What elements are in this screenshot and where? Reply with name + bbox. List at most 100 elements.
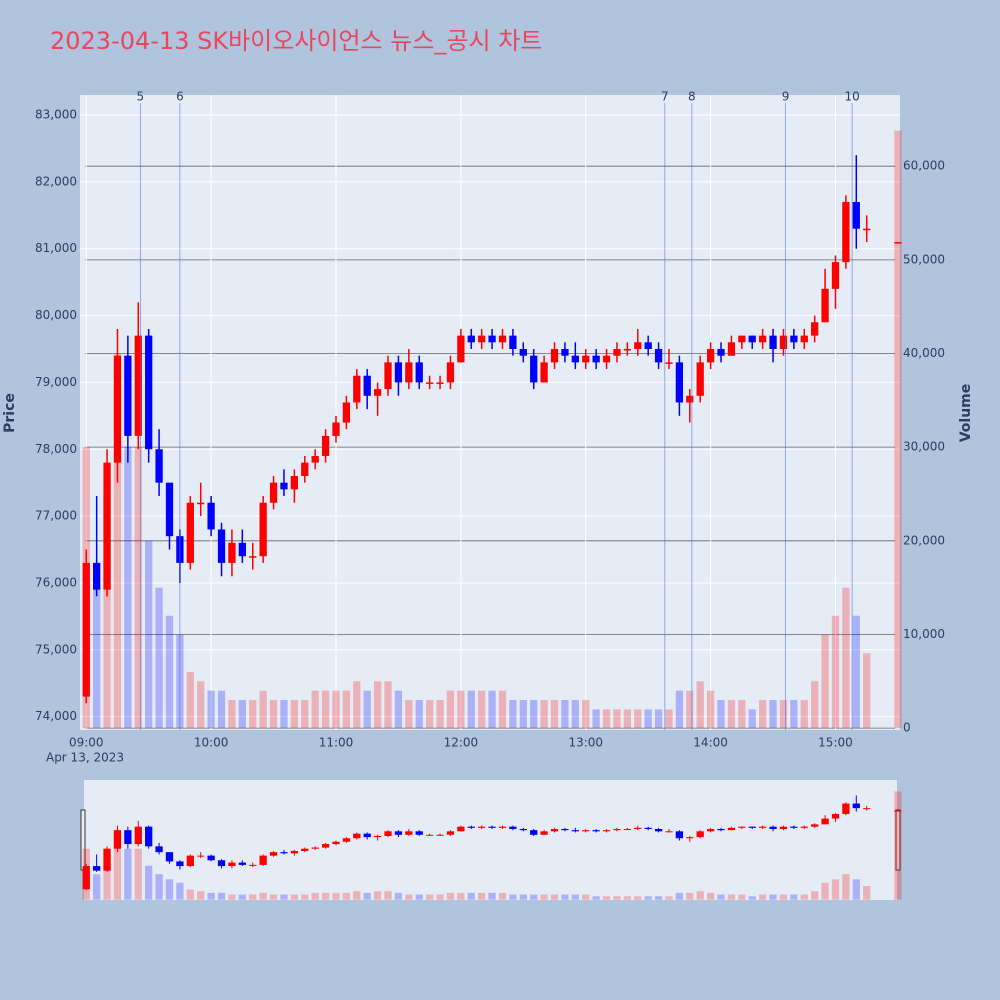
- volume-bar: [197, 681, 205, 729]
- y2-tick-label: 0: [903, 721, 911, 735]
- mini-candle-body: [280, 852, 288, 854]
- candle-body: [155, 449, 163, 483]
- candle-body: [550, 349, 559, 363]
- mini-volume-bar: [238, 894, 246, 900]
- range-handle-right[interactable]: [895, 809, 901, 871]
- volume-bar: [259, 690, 267, 729]
- volume-bar: [852, 615, 860, 729]
- candle-body: [332, 422, 340, 436]
- mini-candle-body: [436, 834, 444, 836]
- candle-body: [644, 342, 652, 349]
- volume-bar: [571, 700, 579, 729]
- mini-candle-body: [602, 830, 611, 832]
- candle-body: [894, 242, 902, 244]
- volume-bar: [217, 690, 226, 729]
- mini-candle-body: [706, 829, 715, 832]
- mini-volume-bar: [540, 894, 548, 900]
- mini-volume-bar: [197, 891, 205, 900]
- mini-candle-body: [758, 826, 767, 828]
- y-tick-label: 80,000: [35, 308, 77, 322]
- mini-candle-body: [852, 803, 860, 809]
- candle-body: [259, 502, 267, 557]
- volume-bar: [103, 493, 111, 729]
- mini-volume-bar: [249, 894, 257, 900]
- volume-bar: [124, 447, 132, 729]
- candle-body: [665, 362, 673, 364]
- volume-bar: [321, 690, 330, 729]
- mini-candle-body: [863, 808, 871, 810]
- mini-volume-bar: [519, 894, 527, 900]
- volume-bar: [446, 690, 455, 729]
- mini-candle-body: [426, 834, 434, 836]
- volume-bar: [540, 700, 548, 729]
- mini-candle-body: [779, 826, 788, 829]
- x-tick-label: 14:00: [693, 736, 728, 750]
- mini-candle-body: [373, 835, 382, 838]
- volume-bar: [228, 700, 236, 729]
- mini-volume-bar: [530, 894, 538, 900]
- y-tick-label: 76,000: [35, 575, 77, 589]
- candle-body: [727, 342, 736, 356]
- candle-body: [779, 335, 788, 349]
- volume-bar: [842, 587, 850, 729]
- mini-volume-bar: [353, 891, 361, 900]
- volume-bar: [498, 690, 507, 729]
- candle-body: [342, 402, 351, 423]
- mini-volume-bar: [831, 879, 840, 900]
- mini-candle-body: [228, 862, 236, 867]
- mini-candle-body: [311, 847, 319, 849]
- mini-volume-bar: [145, 865, 153, 900]
- y2-tick-label: 50,000: [903, 252, 945, 266]
- volume-bar: [405, 700, 413, 729]
- candle-body: [790, 335, 798, 343]
- mini-candle-body: [530, 830, 538, 835]
- candle-body: [321, 435, 330, 456]
- mini-candle-body: [467, 826, 475, 828]
- mini-volume-bar: [269, 894, 278, 900]
- volume-bar: [93, 587, 101, 729]
- mini-volume-bar: [436, 894, 444, 900]
- mini-candle-body: [831, 813, 840, 819]
- mini-candle-body: [113, 830, 122, 849]
- volume-bar: [561, 700, 569, 729]
- mini-candle-body: [571, 830, 579, 832]
- news-marker-label: 8: [688, 90, 696, 104]
- volume-bar: [384, 681, 392, 729]
- range-slider[interactable]: [84, 780, 897, 900]
- candle-body: [217, 529, 226, 563]
- mini-candle-body: [342, 838, 351, 842]
- y-tick-label: 77,000: [35, 509, 77, 523]
- candle-body: [82, 562, 90, 697]
- mini-candle-body: [509, 826, 517, 829]
- mini-volume-bar: [405, 894, 413, 900]
- mini-candle-body: [561, 829, 569, 831]
- candle-body: [509, 335, 517, 349]
- volume-bar: [821, 634, 829, 729]
- volume-bar: [779, 700, 788, 729]
- mini-volume-bar: [769, 894, 777, 900]
- mini-candle-body: [686, 837, 694, 839]
- mini-candle-body: [249, 864, 257, 866]
- mini-volume-bar: [321, 892, 330, 900]
- mini-candle-body: [550, 829, 559, 832]
- mini-candle-body: [582, 830, 590, 832]
- volume-bar: [602, 709, 611, 729]
- candle-body: [852, 201, 860, 229]
- mini-candle-body: [353, 833, 361, 839]
- mini-candle-body: [540, 831, 548, 835]
- volume-bar: [748, 709, 756, 729]
- mini-volume-bar: [363, 892, 371, 900]
- mini-candle-body: [727, 827, 736, 831]
- mini-volume-bar: [623, 896, 632, 900]
- mini-candle-body: [238, 862, 246, 865]
- mini-volume-bar: [311, 892, 319, 900]
- mini-volume-bar: [571, 894, 579, 900]
- mini-candle-body: [623, 829, 632, 830]
- mini-candle-body: [145, 826, 153, 847]
- volume-bar: [467, 690, 475, 729]
- mini-volume-bar: [488, 892, 496, 900]
- candle-body: [686, 395, 694, 403]
- candle-body: [675, 362, 684, 403]
- volume-bar: [165, 615, 174, 729]
